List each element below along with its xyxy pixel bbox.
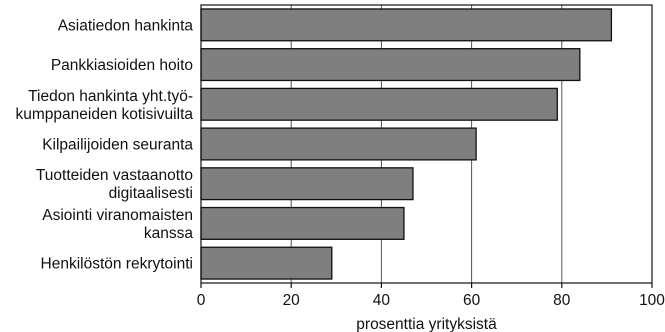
- category-label: Pankkiasioiden hoito: [51, 57, 193, 74]
- x-tick-label: 0: [197, 292, 206, 309]
- bar: [200, 206, 405, 240]
- bar: [200, 8, 613, 42]
- bar: [200, 127, 477, 161]
- category-label: Asiatiedon hankinta: [58, 17, 194, 34]
- bar: [200, 48, 581, 82]
- x-tick-label: 40: [373, 292, 391, 309]
- x-tick-label: 80: [553, 292, 571, 309]
- category-labels: Asiatiedon hankinta Pankkiasioiden hoito T…: [16, 17, 194, 272]
- category-label: Tiedon hankinta yht.työ-kumppaneiden kot…: [16, 88, 194, 123]
- bar: [200, 246, 333, 280]
- x-axis-title: prosenttia yrityksistä: [356, 316, 497, 332]
- plot-frame: [200, 4, 653, 284]
- category-label: Asiointi viranomaisten kanssa: [42, 207, 193, 242]
- x-tick-label: 100: [639, 292, 665, 309]
- category-label: Tuotteiden vastaanotto digitaalisesti: [36, 167, 193, 202]
- bar-layer: [200, 8, 613, 280]
- category-label: Henkilöstön rekrytointi: [41, 256, 193, 273]
- x-axis-ticks: 0 20 40 60 80 100: [197, 283, 665, 309]
- bar: [200, 87, 558, 121]
- bar: [200, 167, 414, 201]
- category-label: Kilpailijoiden seuranta: [42, 137, 193, 154]
- x-tick-label: 60: [463, 292, 481, 309]
- x-tick-label: 20: [283, 292, 301, 309]
